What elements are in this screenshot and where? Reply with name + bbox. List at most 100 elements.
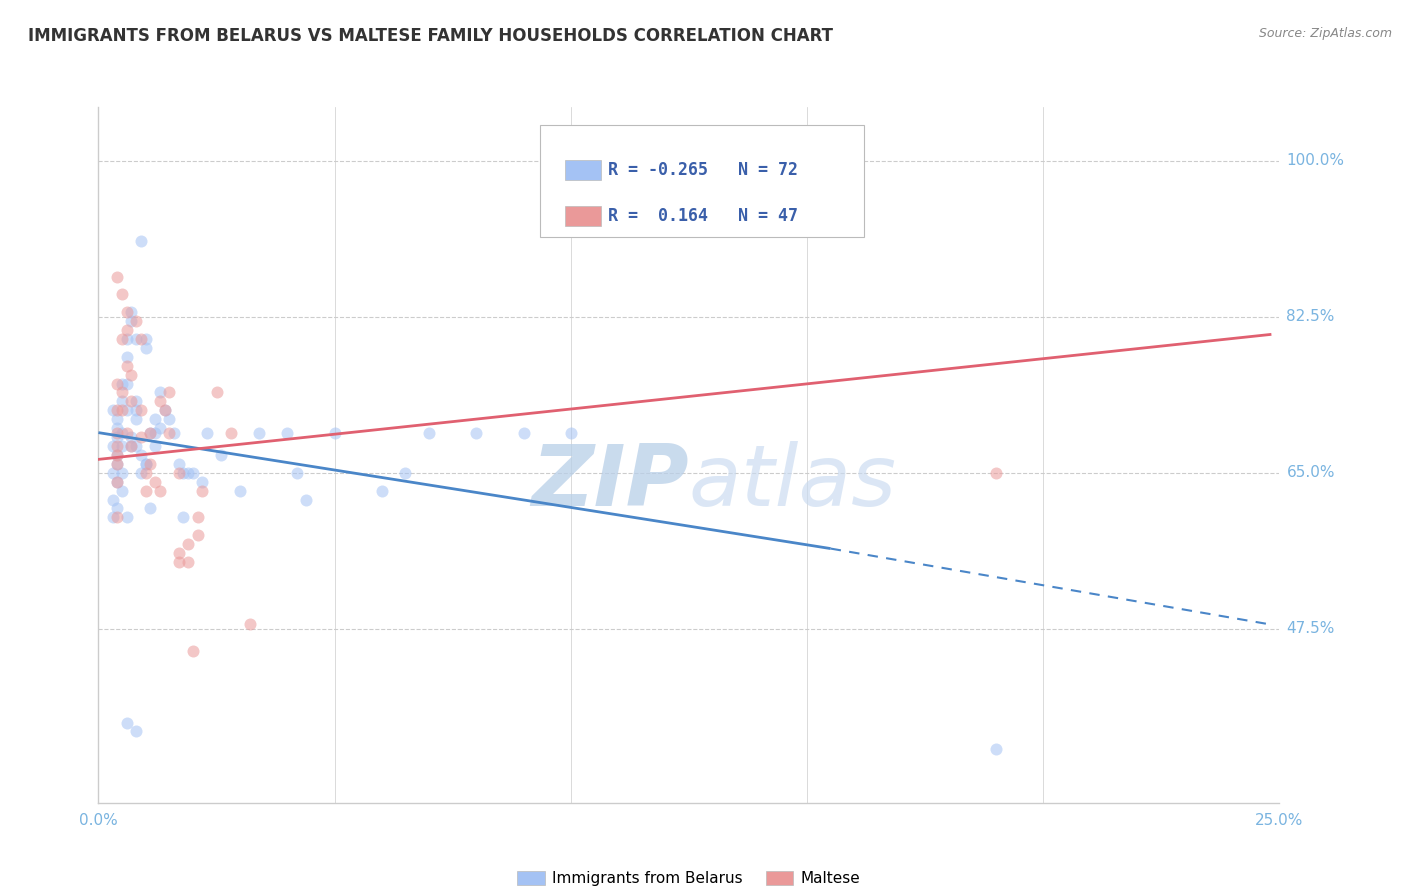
- Point: [125, 439, 148, 453]
- Text: atlas: atlas: [689, 442, 897, 524]
- Point: [115, 715, 138, 730]
- Point: [139, 425, 162, 440]
- Point: [285, 466, 308, 480]
- Point: [229, 483, 252, 498]
- Point: [115, 403, 138, 417]
- Point: [135, 483, 157, 498]
- Point: [149, 483, 172, 498]
- Point: [219, 425, 242, 440]
- Point: [135, 341, 157, 355]
- Point: [105, 457, 128, 471]
- Point: [129, 234, 152, 248]
- Point: [153, 403, 176, 417]
- Point: [143, 412, 166, 426]
- Point: [105, 425, 128, 440]
- Point: [115, 359, 138, 373]
- Point: [121, 430, 143, 444]
- Point: [105, 403, 128, 417]
- Point: [139, 501, 162, 516]
- Point: [153, 403, 176, 417]
- Point: [167, 466, 190, 480]
- Point: [121, 368, 143, 382]
- Point: [163, 425, 186, 440]
- Point: [177, 466, 200, 480]
- Point: [125, 403, 148, 417]
- Text: 100.0%: 100.0%: [1286, 153, 1344, 168]
- Point: [205, 385, 228, 400]
- Point: [139, 425, 162, 440]
- Point: [111, 376, 134, 391]
- Point: [135, 332, 157, 346]
- Point: [105, 430, 128, 444]
- Point: [105, 501, 128, 516]
- Point: [177, 537, 200, 551]
- Point: [101, 403, 124, 417]
- Point: [121, 305, 143, 319]
- Point: [135, 466, 157, 480]
- Point: [115, 350, 138, 364]
- Point: [394, 466, 416, 480]
- Point: [465, 425, 488, 440]
- Point: [105, 448, 128, 462]
- Point: [129, 332, 152, 346]
- Point: [105, 475, 128, 489]
- Point: [105, 269, 128, 284]
- Point: [121, 439, 143, 453]
- Point: [129, 403, 152, 417]
- Point: [172, 510, 194, 524]
- Point: [129, 448, 152, 462]
- Point: [247, 425, 270, 440]
- Point: [181, 644, 204, 658]
- Point: [295, 492, 318, 507]
- Point: [121, 439, 143, 453]
- Point: [125, 394, 148, 409]
- Point: [111, 483, 134, 498]
- Point: [111, 425, 134, 440]
- Point: [135, 457, 157, 471]
- Point: [323, 425, 346, 440]
- Point: [105, 412, 128, 426]
- Point: [167, 546, 190, 560]
- Point: [115, 425, 138, 440]
- Text: Source: ZipAtlas.com: Source: ZipAtlas.com: [1258, 27, 1392, 40]
- Point: [115, 305, 138, 319]
- Point: [111, 332, 134, 346]
- Point: [115, 332, 138, 346]
- Point: [172, 466, 194, 480]
- Point: [115, 510, 138, 524]
- Point: [129, 430, 152, 444]
- Text: R = -0.265   N = 72: R = -0.265 N = 72: [607, 161, 797, 179]
- Point: [105, 510, 128, 524]
- Point: [512, 425, 534, 440]
- Point: [149, 394, 172, 409]
- Point: [105, 448, 128, 462]
- Point: [125, 314, 148, 328]
- Point: [115, 376, 138, 391]
- Point: [209, 448, 232, 462]
- Point: [181, 466, 204, 480]
- Point: [101, 510, 124, 524]
- Point: [177, 555, 200, 569]
- Text: ZIP: ZIP: [531, 442, 689, 524]
- Point: [195, 425, 218, 440]
- Point: [101, 439, 124, 453]
- Point: [191, 483, 214, 498]
- Point: [105, 457, 128, 471]
- Point: [111, 439, 134, 453]
- Point: [418, 425, 440, 440]
- Point: [984, 742, 1007, 756]
- Text: 82.5%: 82.5%: [1286, 310, 1334, 324]
- Point: [276, 425, 298, 440]
- Point: [135, 457, 157, 471]
- Point: [167, 457, 190, 471]
- Text: IMMIGRANTS FROM BELARUS VS MALTESE FAMILY HOUSEHOLDS CORRELATION CHART: IMMIGRANTS FROM BELARUS VS MALTESE FAMIL…: [28, 27, 834, 45]
- Point: [125, 412, 148, 426]
- Text: 47.5%: 47.5%: [1286, 622, 1334, 636]
- Point: [111, 403, 134, 417]
- Point: [105, 475, 128, 489]
- Point: [157, 412, 180, 426]
- Point: [125, 332, 148, 346]
- Point: [101, 492, 124, 507]
- Point: [143, 425, 166, 440]
- Point: [239, 617, 262, 632]
